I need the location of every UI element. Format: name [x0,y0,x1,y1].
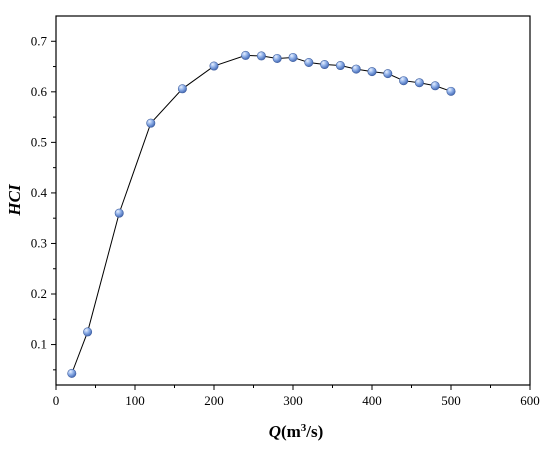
y-tick-label: 0.6 [31,84,48,99]
y-tick-label: 0.3 [31,235,47,250]
data-point [256,51,266,61]
data-point [272,53,282,63]
data-point [241,50,251,60]
data-point [399,76,409,86]
y-tick-label: 0.4 [31,185,48,200]
data-point [335,61,345,71]
y-tick-label: 0.1 [31,337,47,352]
data-point [67,368,77,378]
data-point [351,64,361,74]
x-tick-label: 300 [283,393,303,408]
series-line [71,54,452,374]
x-tick-label: 200 [204,393,224,408]
x-tick-label: 100 [125,393,145,408]
x-tick-label: 0 [53,393,60,408]
x-tick-label: 400 [362,393,382,408]
data-point [446,86,456,96]
y-tick-label: 0.7 [31,33,48,48]
data-point [383,69,393,79]
data-point [367,67,377,77]
tick-labels: 0 100 200 300 400 500 600 0.1 0.2 0.3 0.4 0.5 0.6 0.7 [31,33,540,408]
y-tick-label: 0.5 [31,134,47,149]
x-tick-label: 500 [441,393,461,408]
data-point [414,78,424,88]
data-point [320,60,330,70]
data-point [430,81,440,91]
data-point [304,58,314,68]
data-point [146,118,156,128]
data-point [177,84,187,94]
markers [67,50,456,378]
x-tick-label: 600 [520,393,540,408]
y-axis-label: HCI [5,183,24,217]
plot-frame [55,15,531,386]
data-point [209,61,219,71]
y-tick-label: 0.2 [31,286,47,301]
data-point [288,52,298,62]
data-point [83,327,93,337]
ticks [51,40,531,390]
data-point [114,208,124,218]
x-axis-label: Q(m3/s) [269,422,324,441]
